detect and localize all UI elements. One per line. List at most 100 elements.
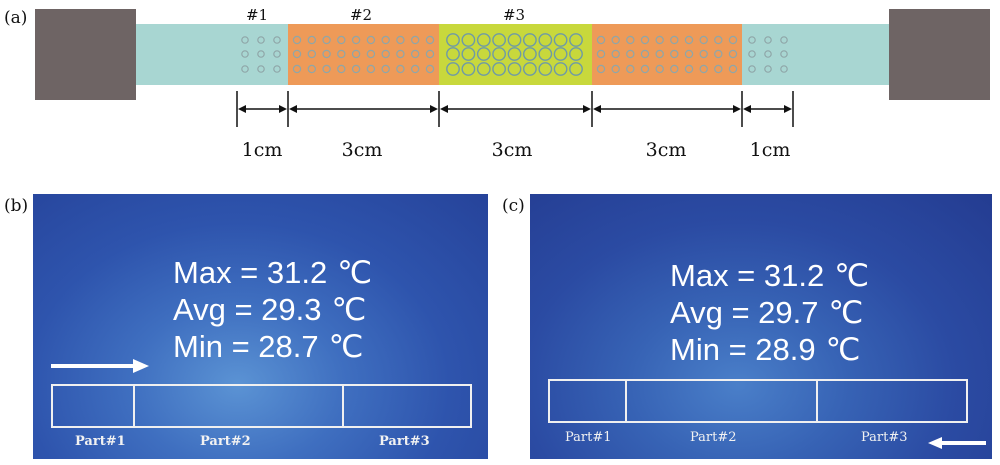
hole [780,50,788,58]
hole [569,47,583,61]
hole [626,49,635,59]
panel-b-label: (b) [4,196,29,216]
hole [241,65,249,73]
hole [273,36,281,44]
unit-celsius: ℃ [328,329,364,364]
unit-celsius: ℃ [825,332,861,367]
hole [538,47,553,61]
hole [507,47,522,61]
section-label-3: #3 [503,6,525,24]
hole [446,33,460,47]
part-label-1-b: Part#1 [75,434,126,449]
hole [569,33,583,47]
right-clamp [889,9,990,100]
part-label-3-b: Part#3 [379,434,430,449]
hole [507,62,522,76]
hole [425,35,435,45]
hole [640,35,650,45]
hole [655,35,664,45]
min-temp-b: Min = 28.7 [173,329,319,364]
part2-left-region [288,24,439,85]
hole [714,35,723,45]
hole [351,49,361,59]
hole [640,49,650,59]
hole [396,49,405,59]
hole [366,35,376,45]
hole [322,35,331,45]
hole [699,35,708,45]
hole [381,49,390,59]
temperature-readout-b: Max = 31.2 ℃ Avg = 29.3 ℃ Min = 28.7 ℃ [173,254,372,365]
hole [748,50,756,58]
hole [714,64,723,74]
avg-temp-c: Avg = 29.7 [670,295,819,330]
hole [764,36,772,44]
hole [507,33,522,47]
dimension-label-2: 3cm [342,139,383,161]
hole [446,62,460,76]
hole [538,62,553,76]
hole [307,64,316,74]
hole [322,64,331,74]
hole [728,35,738,45]
left-clamp [35,9,136,100]
arrow-left-icon [928,437,986,449]
hole [292,49,302,59]
panel-c-label: (c) [502,196,525,216]
hole [611,64,620,74]
part-divider [625,381,627,421]
hole [351,35,361,45]
hole [337,35,346,45]
hole [780,36,788,44]
max-temp-c: Max = 31.2 [670,258,825,293]
hole [337,64,346,74]
hole [257,36,265,44]
hole [714,49,723,59]
hole [307,49,316,59]
unit-celsius: ℃ [834,258,870,293]
section-label-1: #1 [246,6,268,24]
part-divider [342,386,344,426]
hole [446,47,460,61]
thermal-image-b: Max = 31.2 ℃ Avg = 29.3 ℃ Min = 28.7 ℃ Part… [33,194,488,459]
hole [322,49,331,59]
hole [476,62,491,76]
parts-outline-b [51,384,472,428]
dimension-label-5: 1cm [750,139,791,161]
hole [553,62,568,76]
hole [425,64,435,74]
hole [553,33,568,47]
hole [492,47,506,61]
hole [492,62,506,76]
hole-pattern [241,33,788,76]
part-label-2-c: Part#2 [690,430,737,445]
hole [476,33,491,47]
dimension-label-1: 1cm [242,139,283,161]
panel-a-label: (a) [4,8,28,28]
hole [764,50,772,58]
parts-outline-c [548,379,968,423]
hole [684,49,694,59]
hole [640,64,650,74]
hole [257,65,265,73]
hole [596,35,606,45]
hole [684,35,694,45]
hole [461,62,476,76]
hole [425,49,435,59]
hole [611,35,620,45]
hole [670,49,679,59]
hole [728,49,738,59]
max-temp-b: Max = 31.2 [173,255,328,290]
hole [699,64,708,74]
hole [523,62,537,76]
dimension-label-4: 3cm [646,139,687,161]
part-label-1-c: Part#1 [565,430,612,445]
hole [538,33,553,47]
hole [780,65,788,73]
hole [337,49,346,59]
hole [411,35,420,45]
hole [523,33,537,47]
hole [241,36,249,44]
part-divider [133,386,135,426]
hole [411,64,420,74]
